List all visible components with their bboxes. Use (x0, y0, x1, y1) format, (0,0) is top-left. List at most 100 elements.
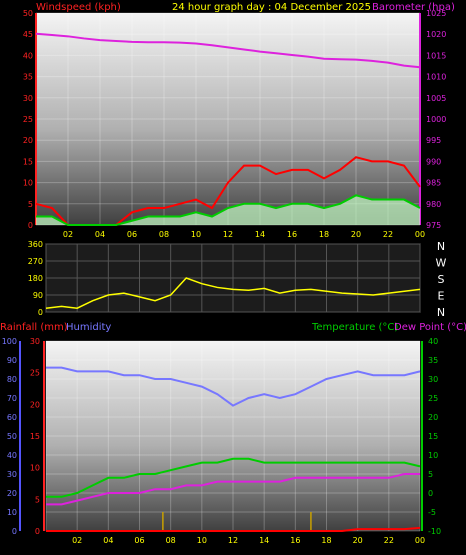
wind-tick-label: 15 (23, 157, 33, 166)
barometer-label: Barometer (hpa) (372, 2, 455, 13)
temp-tick-label: 10 (428, 451, 438, 460)
x-tick-label: 22 (384, 536, 394, 545)
x-tick-label: 14 (259, 536, 269, 545)
barometer-line (35, 32, 421, 69)
rain-tick-label: 30 (30, 337, 40, 346)
rainfall-line (46, 526, 421, 532)
x-tick-label: 20 (351, 230, 361, 239)
x-tick-label: 18 (321, 536, 331, 545)
temp-tick-label: 20 (428, 413, 438, 422)
baro-tick-label: 985 (426, 179, 441, 188)
rain-tick-label: 0 (35, 527, 40, 536)
baro-tick-label: 1010 (426, 73, 446, 82)
x-tick-label: 16 (287, 230, 297, 239)
baro-tick-label: 995 (426, 136, 441, 145)
temp-tick-label: 30 (428, 375, 438, 384)
dewpoint-line (46, 473, 420, 506)
humidity-tick-label: 80 (7, 375, 17, 384)
compass-label: E (438, 290, 445, 303)
direction-tick-label: 0 (38, 308, 43, 317)
compass-label: N (437, 306, 445, 319)
x-tick-label: 12 (223, 230, 233, 239)
wind-tick-label: 10 (23, 179, 33, 188)
rainfall-label: Rainfall (mm) (0, 322, 68, 333)
x-tick-label: 20 (353, 536, 363, 545)
x-tick-label: 14 (255, 230, 265, 239)
x-tick-label: 02 (72, 536, 82, 545)
rain-tick-label: 5 (35, 495, 40, 504)
humidity-tick-label: 60 (7, 413, 17, 422)
x-tick-label: 12 (228, 536, 238, 545)
direction-tick-label: 90 (33, 291, 43, 300)
x-tick-label: 18 (319, 230, 329, 239)
temp-tick-label: 35 (428, 356, 438, 365)
rain-tick-label: 10 (30, 464, 40, 473)
temp-tick-label: 15 (428, 432, 438, 441)
wind-tick-label: 0 (28, 221, 33, 230)
x-tick-label: 06 (134, 536, 144, 545)
temp-plot-background (46, 341, 420, 531)
rain-tick-label: 15 (30, 432, 40, 441)
baro-tick-label: 975 (426, 221, 441, 230)
x-tick-label: 04 (95, 230, 105, 239)
compass-label: W (436, 257, 447, 270)
rain-tick-label: 20 (30, 400, 40, 409)
x-tick-label: 04 (103, 536, 113, 545)
temp-tick-label: 25 (428, 394, 438, 403)
temp-tick-label: 0 (428, 489, 433, 498)
wind-tick-label: 5 (28, 200, 33, 209)
temperature-label: Temperature (°C) (311, 322, 398, 333)
windspeed-label: Windspeed (kph) (36, 2, 121, 13)
baro-tick-label: 990 (426, 157, 441, 166)
wind-tick-label: 50 (23, 9, 33, 18)
x-tick-label: 06 (127, 230, 137, 239)
x-tick-label: 08 (166, 536, 176, 545)
humidity-tick-label: 10 (7, 508, 17, 517)
baro-tick-label: 1025 (426, 9, 446, 18)
humidity-tick-label: 40 (7, 451, 17, 460)
wind-tick-label: 40 (23, 51, 33, 60)
x-tick-label: 08 (159, 230, 169, 239)
humidity-tick-label: 50 (7, 432, 17, 441)
direction-line (45, 277, 421, 309)
rain-tick-label: 25 (30, 369, 40, 378)
temp-tick-label: -10 (428, 527, 441, 536)
baro-tick-label: 980 (426, 200, 441, 209)
humidity-tick-label: 70 (7, 394, 17, 403)
direction-tick-label: 270 (28, 257, 43, 266)
compass-label: N (437, 240, 445, 253)
temp-tick-label: 40 (428, 337, 438, 346)
baro-tick-label: 1005 (426, 94, 446, 103)
compass-label: S (438, 273, 445, 286)
wind-tick-label: 35 (23, 73, 33, 82)
wind-tick-label: 30 (23, 94, 33, 103)
x-tick-label: 22 (383, 230, 393, 239)
baro-tick-label: 1000 (426, 115, 446, 124)
humidity-tick-label: 30 (7, 470, 17, 479)
humidity-label: Humidity (66, 322, 111, 333)
baro-tick-label: 1015 (426, 51, 446, 60)
x-tick-label: 16 (290, 536, 300, 545)
wind-band (36, 195, 420, 225)
baro-tick-label: 1020 (426, 30, 446, 39)
x-tick-label: 00 (415, 536, 425, 545)
wind-tick-label: 45 (23, 30, 33, 39)
wind-tick-label: 25 (23, 115, 33, 124)
graph-title: 24 hour graph day : 04 December 2025 (172, 2, 371, 13)
temp-tick-label: 5 (428, 470, 433, 479)
x-tick-label: 10 (197, 536, 207, 545)
temp-tick-label: -5 (428, 508, 436, 517)
x-tick-label: 00 (415, 230, 425, 239)
avg-wind-line (36, 194, 421, 226)
direction-tick-label: 180 (28, 274, 43, 283)
humidity-tick-label: 0 (12, 527, 17, 536)
humidity-tick-label: 20 (7, 489, 17, 498)
temperature-line (46, 457, 421, 498)
x-tick-label: 02 (63, 230, 73, 239)
humidity-tick-label: 100 (2, 337, 17, 346)
x-tick-label: 10 (191, 230, 201, 239)
